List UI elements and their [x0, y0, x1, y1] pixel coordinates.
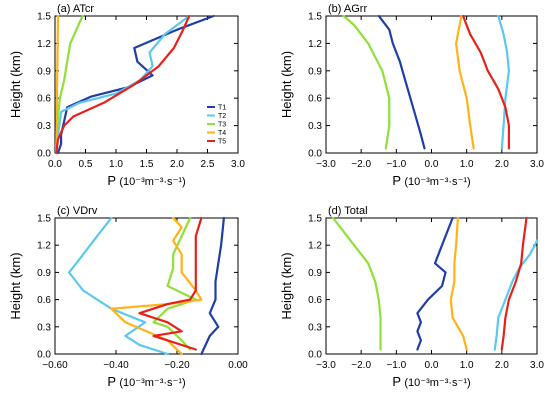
y-tick-label: 1.5 — [308, 12, 322, 23]
series-line-t1 — [377, 14, 426, 150]
series-line-t2 — [55, 14, 191, 155]
legend-label-t3: T3 — [218, 122, 226, 129]
y-tick-label: 0.0 — [308, 149, 322, 160]
series-line-t5 — [138, 216, 203, 351]
y-tick-label: 1.5 — [37, 12, 51, 23]
x-axis-label: P (10⁻³m⁻³·s⁻¹) — [392, 374, 470, 389]
x-tick-label: 2.0 — [495, 159, 509, 170]
y-tick-label: 0.3 — [308, 121, 322, 132]
panel-2: −3.0 −2.0 −1.0 0.0 1.0 2.0 3.0 0.0 0.3 0.6 0.9 1.2 1… — [279, 3, 544, 188]
y-tick-label: 0.0 — [308, 350, 322, 361]
x-axis-label: P (10⁻³m⁻³·s⁻¹) — [392, 173, 470, 188]
series-line-t4 — [449, 216, 468, 351]
series-line-t3 — [331, 216, 382, 351]
panel-title: (a) ATcr — [57, 3, 94, 15]
x-tick-label: −1.0 — [386, 159, 406, 170]
y-tick-label: 0.6 — [308, 94, 322, 105]
y-tick-label: 0.6 — [308, 295, 322, 306]
panel-title: (c) VDrv — [57, 205, 98, 217]
y-tick-label: 0.9 — [37, 268, 51, 279]
y-tick-label: 0.0 — [37, 149, 51, 160]
x-tick-label: 1.0 — [460, 360, 474, 371]
y-axis-label: Height (km) — [279, 252, 294, 319]
x-tick-label: −2.0 — [351, 360, 371, 371]
x-tick-label: −0.20 — [164, 360, 190, 371]
x-tick-label: 3.0 — [231, 159, 245, 170]
series-line-t5 — [462, 14, 510, 150]
y-tick-label: 0.9 — [308, 66, 322, 77]
plot-frame — [325, 15, 538, 154]
series-line-t5 — [55, 14, 191, 155]
series-line-t1 — [56, 14, 215, 155]
series-line-t1 — [416, 216, 454, 351]
legend-label-t2: T2 — [218, 113, 226, 120]
x-tick-label: −2.0 — [351, 159, 371, 170]
y-tick-label: 0.9 — [308, 268, 322, 279]
series-line-t4 — [55, 14, 60, 155]
series-line-t1 — [200, 216, 225, 356]
y-tick-label: 1.2 — [37, 39, 51, 50]
panel-title: (b) AGrr — [328, 3, 367, 15]
plot-frame — [325, 217, 538, 355]
y-tick-label: 1.5 — [308, 214, 322, 225]
y-tick-label: 0.6 — [37, 94, 51, 105]
series-line-t2 — [493, 239, 539, 351]
y-tick-label: 1.2 — [308, 241, 322, 252]
series-line-t4 — [455, 14, 475, 150]
x-tick-label: −3.0 — [316, 159, 336, 170]
plot-frame — [54, 217, 239, 355]
y-tick-label: 0.6 — [37, 295, 51, 306]
x-tick-label: 0.5 — [79, 159, 93, 170]
x-tick-label: 3.0 — [530, 159, 544, 170]
series-line-t2 — [497, 14, 510, 150]
panel-1: 0.0 0.5 1.0 1.5 2.0 2.5 3.0 0.0 0.3 0.6 0.9 1.2 1.5 (… — [8, 3, 245, 188]
legend-label-t5: T5 — [218, 139, 226, 146]
x-axis-label: P (10⁻³m⁻³·s⁻¹) — [107, 374, 185, 389]
panel-title: (d) Total — [328, 205, 368, 217]
series-line-t2 — [67, 216, 169, 356]
x-tick-label: 2.0 — [170, 159, 184, 170]
x-tick-label: 0.00 — [228, 360, 248, 371]
panel-4: −3.0 −2.0 −1.0 0.0 1.0 2.0 3.0 0.0 0.3 0.6 0.9 1.2 1… — [279, 205, 544, 389]
series-line-t4 — [110, 216, 203, 356]
x-tick-label: −0.60 — [42, 360, 68, 371]
x-tick-label: 1.0 — [109, 159, 123, 170]
x-tick-label: 1.0 — [460, 159, 474, 170]
y-tick-label: 1.2 — [37, 241, 51, 252]
y-tick-label: 0.0 — [37, 350, 51, 361]
legend-label-t1: T1 — [218, 105, 226, 112]
y-tick-label: 1.2 — [308, 39, 322, 50]
panel-3: −0.60 −0.40 −0.20 0.00 0.0 0.3 0.6 0.9 1.2 1.5 (c)… — [8, 205, 248, 389]
y-axis-label: Height (km) — [8, 51, 23, 118]
y-tick-label: 0.9 — [37, 66, 51, 77]
x-axis-label: P (10⁻³m⁻³·s⁻¹) — [107, 173, 185, 188]
x-tick-label: 0.0 — [425, 360, 439, 371]
series-line-t3 — [342, 14, 391, 150]
series-line-t5 — [500, 216, 528, 351]
x-tick-label: −3.0 — [316, 360, 336, 371]
x-tick-label: 2.5 — [201, 159, 215, 170]
y-axis-label: Height (km) — [8, 252, 23, 319]
y-tick-label: 0.3 — [37, 121, 51, 132]
y-tick-label: 0.3 — [308, 322, 322, 333]
y-tick-label: 1.5 — [37, 214, 51, 225]
x-tick-label: 0.0 — [48, 159, 62, 170]
x-tick-label: 3.0 — [530, 360, 544, 371]
x-tick-label: 0.0 — [425, 159, 439, 170]
x-tick-label: −1.0 — [386, 360, 406, 371]
x-tick-label: 1.5 — [140, 159, 154, 170]
legend-label-t4: T4 — [218, 130, 226, 137]
x-tick-label: −0.40 — [103, 360, 129, 371]
y-tick-label: 0.3 — [37, 322, 51, 333]
y-axis-label: Height (km) — [279, 51, 294, 118]
x-tick-label: 2.0 — [495, 360, 509, 371]
